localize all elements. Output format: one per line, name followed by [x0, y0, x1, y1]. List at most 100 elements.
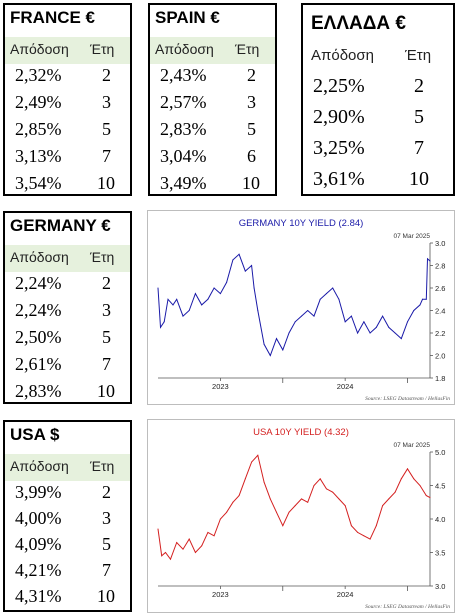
data-point	[307, 501, 309, 503]
usa-yield-table: USA $ Απόδοση Έτη 3,99% 2 4,00% 3 4,09% 5 4…	[3, 420, 132, 612]
yield-value: 4,00%	[15, 508, 62, 528]
spain-table-title: SPAIN €	[155, 8, 220, 27]
data-point	[213, 535, 215, 537]
data-point	[300, 498, 302, 500]
data-point	[369, 538, 371, 540]
data-point	[232, 501, 234, 503]
data-point	[164, 552, 166, 553]
data-point	[157, 528, 159, 530]
data-point	[257, 454, 259, 456]
spain-col-yield: Απόδοση	[155, 41, 214, 57]
germany-table-title: GERMANY €	[10, 216, 111, 235]
yield-value: 2,50%	[15, 327, 62, 347]
data-point	[194, 552, 196, 553]
data-point	[407, 321, 409, 323]
yield-value: 2,32%	[15, 65, 62, 85]
chart-date-label: 07 Mar 2025	[394, 442, 431, 449]
data-point	[176, 298, 178, 300]
yield-value: 4,09%	[15, 534, 62, 554]
maturity-value: 3	[102, 508, 111, 528]
maturity-value: 7	[102, 354, 111, 374]
yield-value: 3,13%	[15, 146, 62, 166]
data-point	[357, 531, 359, 533]
data-point	[332, 287, 334, 289]
data-point	[319, 298, 321, 300]
data-point	[194, 293, 196, 295]
y-tick-label: 2.0	[435, 352, 445, 361]
y-tick-label: 2.4	[435, 307, 445, 316]
germany-col-yield: Απόδοση	[10, 249, 69, 265]
data-point	[357, 332, 359, 334]
data-point	[182, 548, 184, 550]
data-point	[169, 558, 171, 560]
germany-col-years: Έτη	[90, 249, 115, 265]
yield-value: 3,04%	[160, 146, 207, 166]
france-col-years: Έτη	[90, 41, 115, 57]
usa-table-header: Απόδοση Έτη	[5, 454, 130, 481]
data-point	[176, 541, 178, 543]
data-point	[313, 485, 315, 486]
data-point	[226, 281, 228, 283]
data-point	[244, 478, 246, 480]
data-point	[388, 498, 390, 500]
france-table-header: Απόδοση Έτη	[5, 37, 130, 64]
data-point	[263, 343, 265, 345]
usa-chart-svg: USA 10Y YIELD (4.32) 07 Mar 2025 3.0 3.5 4.0…	[157, 427, 450, 610]
data-point	[201, 304, 203, 306]
yield-value: 4,31%	[15, 586, 62, 606]
data-point	[350, 315, 352, 317]
maturity-value: 10	[97, 173, 115, 193]
data-point	[300, 315, 302, 317]
maturity-value: 5	[102, 327, 111, 347]
maturity-value: 6	[247, 146, 256, 166]
spain-col-years: Έτη	[235, 41, 260, 57]
maturity-value: 2	[247, 65, 256, 85]
chart-source: Source: LSEG Datastream / HellasFin	[365, 396, 450, 402]
data-point	[394, 332, 396, 334]
yield-value: 3,61%	[313, 168, 365, 190]
data-point	[419, 304, 421, 306]
data-point	[253, 287, 255, 289]
data-point	[238, 495, 240, 497]
data-point	[167, 298, 169, 300]
data-point	[276, 511, 278, 513]
chart-date-label: 07 Mar 2025	[394, 233, 431, 240]
x-tick-label: 2024	[337, 590, 354, 599]
y-tick-label: 2.2	[435, 329, 445, 338]
y-tick-label: 3.0	[435, 582, 445, 591]
yield-value: 2,25%	[313, 75, 365, 97]
data-point	[344, 505, 346, 507]
yield-value: 2,83%	[160, 119, 207, 139]
yield-value: 4,21%	[15, 560, 62, 580]
data-point	[163, 321, 165, 323]
x-tick-label: 2023	[212, 382, 229, 391]
data-point	[288, 511, 290, 513]
usa-table-title: USA $	[10, 425, 60, 444]
maturity-value: 10	[97, 586, 115, 606]
yield-value: 2,90%	[313, 106, 365, 128]
data-point	[382, 505, 384, 507]
data-point	[213, 287, 215, 289]
data-point	[188, 310, 190, 311]
y-tick-label: 4.0	[435, 515, 445, 524]
france-table-title: FRANCE €	[10, 8, 96, 27]
data-point	[325, 488, 327, 490]
data-point	[276, 338, 278, 340]
data-point	[207, 298, 209, 300]
data-point	[294, 505, 296, 507]
data-point	[219, 518, 221, 520]
data-point	[422, 298, 424, 300]
data-point	[369, 332, 371, 334]
maturity-value: 7	[414, 137, 424, 159]
maturity-value: 5	[414, 106, 424, 128]
data-point	[413, 478, 415, 480]
usa-col-yield: Απόδοση	[10, 458, 69, 474]
y-tick-label: 5.0	[435, 448, 445, 457]
maturity-value: 10	[409, 168, 429, 190]
yield-value: 2,24%	[15, 273, 62, 293]
yield-value: 2,57%	[160, 92, 207, 112]
maturity-value: 2	[102, 65, 111, 85]
maturity-value: 3	[102, 300, 111, 320]
greece-col-yield: Απόδοση	[311, 47, 374, 64]
yield-value: 2,61%	[15, 354, 62, 374]
